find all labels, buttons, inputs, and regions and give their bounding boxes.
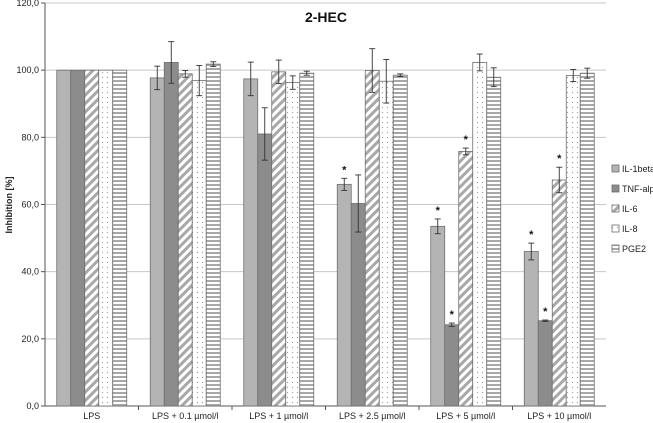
y-tick-label: 20,0 (21, 334, 39, 344)
y-tick-label: 60,0 (21, 200, 39, 210)
bar (112, 69, 128, 407)
y-tick-labels: 0,0 20,0 40,0 60,0 80,0 100,0 120,0 (16, 0, 39, 411)
legend-label: TNF-alpha (622, 184, 653, 194)
bar (336, 183, 352, 407)
chart-title: 2-HEC (305, 9, 347, 25)
legend-label: PGE2 (622, 244, 646, 254)
bar (299, 72, 315, 407)
category-label: LPS + 1 µmol/l (249, 411, 308, 421)
bar (56, 69, 72, 407)
legend-label: IL-8 (622, 224, 638, 234)
grid-lines (41, 2, 606, 407)
significance-star: * (450, 309, 455, 321)
y-tick-label: 120,0 (16, 0, 39, 8)
category-label: LPS + 10 µmol/l (527, 411, 591, 421)
legend-swatch (611, 244, 620, 253)
category-label: LPS (83, 411, 100, 421)
bar (430, 225, 446, 407)
bar (84, 69, 100, 407)
error-bars (154, 41, 591, 327)
y-tick-label: 100,0 (16, 65, 39, 75)
bar (350, 203, 366, 407)
category-label: LPS + 2.5 µmol/l (339, 411, 405, 421)
bar (565, 75, 581, 407)
y-tick-label: 80,0 (21, 132, 39, 142)
bar (537, 320, 553, 407)
significance-star: * (342, 164, 347, 176)
bar (523, 251, 539, 407)
significance-star: * (529, 229, 534, 241)
bar (243, 78, 259, 407)
category-label: LPS + 5 µmol/l (436, 411, 495, 421)
y-tick-label: 0,0 (26, 401, 39, 411)
legend-swatch (611, 224, 620, 233)
bar (551, 179, 567, 407)
legend-label: IL-1beta (622, 164, 653, 174)
legend-label: IL-6 (622, 204, 638, 214)
legend-swatch (611, 204, 620, 213)
bar (392, 74, 408, 407)
significance-star: * (464, 134, 469, 146)
legend-swatch (611, 164, 620, 173)
bar (486, 76, 502, 407)
significance-star: * (436, 205, 441, 217)
significance-star: * (557, 153, 562, 165)
bar (271, 71, 287, 407)
bar (579, 72, 595, 407)
significance-markers: * * * * * * * (342, 134, 562, 321)
legend: IL-1beta TNF-alpha IL-6 IL-8 PGE2 (611, 164, 653, 254)
bar (70, 69, 86, 407)
legend-swatch (611, 184, 620, 193)
bar (458, 151, 474, 407)
y-tick-label: 40,0 (21, 267, 39, 277)
y-axis-label: Inhibition [%] (4, 177, 14, 234)
bar (364, 70, 380, 407)
bar (98, 69, 114, 407)
bar (285, 82, 301, 407)
bar (444, 324, 460, 407)
bar (149, 77, 165, 407)
category-labels: LPS LPS + 0.1 µmol/l LPS + 1 µmol/l LPS + 2… (83, 406, 591, 421)
bar (378, 80, 394, 407)
bar (472, 62, 488, 407)
bar (177, 73, 193, 407)
bar (205, 63, 221, 407)
bars (56, 62, 595, 407)
bar (163, 62, 179, 407)
category-label: LPS + 0.1 µmol/l (152, 411, 218, 421)
bar (257, 133, 273, 407)
bar (191, 80, 207, 407)
significance-star: * (543, 306, 548, 318)
